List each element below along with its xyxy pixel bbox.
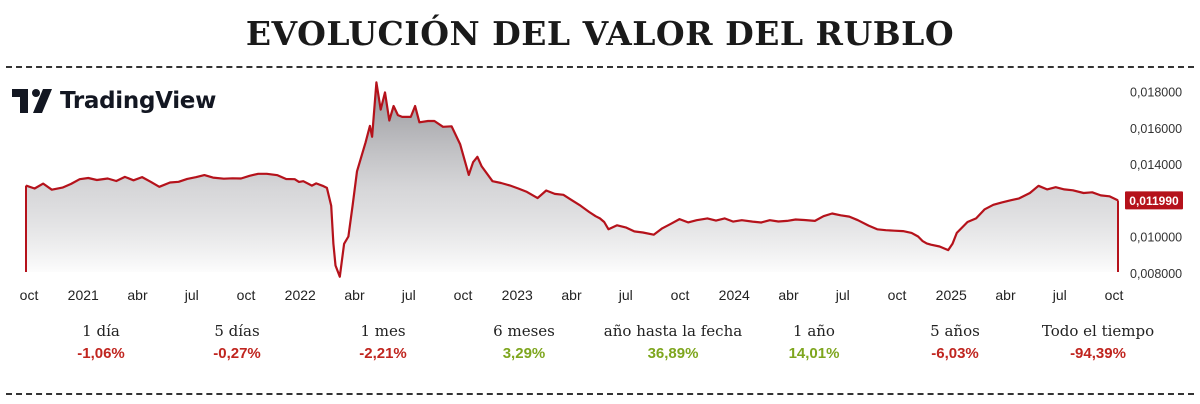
stat-item: 1 mes -2,21%	[313, 322, 453, 362]
tradingview-logo-icon	[12, 89, 52, 113]
x-tick-label: oct	[237, 287, 256, 303]
stat-label: 5 días	[214, 322, 260, 340]
x-tick-label: 2024	[719, 287, 750, 303]
stat-value: 36,89%	[647, 345, 699, 362]
x-tick-label: jul	[1052, 287, 1067, 303]
performance-stats: 1 día -1,06% 5 días -0,27% 1 mes -2,21% 6 mese…	[0, 322, 1200, 372]
stat-item: año hasta la fecha 36,89%	[603, 322, 743, 362]
stat-label: Todo el tiempo	[1041, 322, 1155, 340]
tradingview-logo-text: TradingView	[60, 88, 217, 114]
y-tick-label: 0,014000	[1130, 158, 1182, 172]
x-tick-label: oct	[671, 287, 690, 303]
stat-item: 5 días -0,27%	[167, 322, 307, 362]
stat-value: 3,29%	[502, 345, 546, 362]
chart-area: 0,0080000,0100000,0120000,0140000,016000…	[20, 81, 1183, 303]
y-tick-label: 0,008000	[1130, 267, 1182, 281]
stat-label: 6 meses	[493, 322, 555, 340]
x-tick-label: 2021	[68, 287, 99, 303]
x-tick-label: oct	[1105, 287, 1124, 303]
stat-label: 1 día	[82, 322, 120, 340]
stat-item: 1 día -1,06%	[31, 322, 171, 362]
stat-item: 5 años -6,03%	[885, 322, 1025, 362]
series-area	[26, 82, 1118, 277]
stat-value: -94,39%	[1070, 345, 1126, 362]
x-tick-label: 2025	[936, 287, 967, 303]
stat-label: 1 mes	[360, 322, 406, 340]
stat-value: 14,01%	[788, 345, 840, 362]
x-tick-label: jul	[835, 287, 850, 303]
x-tick-label: abr	[778, 287, 799, 303]
page-title: EVOLUCIÓN DEL VALOR DEL RUBLO	[245, 14, 955, 53]
x-tick-label: jul	[401, 287, 416, 303]
x-tick-label: abr	[344, 287, 365, 303]
stat-value: -0,27%	[213, 345, 261, 362]
stat-label: 5 años	[930, 322, 980, 340]
series-line	[25, 81, 1119, 278]
x-tick-label: 2023	[502, 287, 533, 303]
x-tick-label: oct	[20, 287, 39, 303]
stat-item: 1 año 14,01%	[744, 322, 884, 362]
tradingview-logo: TradingView	[12, 88, 216, 114]
y-tick-label: 0,010000	[1130, 231, 1182, 245]
current-value-badge	[1125, 191, 1183, 210]
x-tick-label: abr	[561, 287, 582, 303]
stat-value: -6,03%	[931, 345, 979, 362]
stat-item: 6 meses 3,29%	[454, 322, 594, 362]
y-tick-label: 0,016000	[1130, 122, 1182, 136]
x-tick-label: oct	[454, 287, 473, 303]
stat-item: Todo el tiempo -94,39%	[1028, 322, 1168, 362]
y-tick-label: 0,018000	[1130, 86, 1182, 100]
stat-label: año hasta la fecha	[603, 322, 743, 340]
x-tick-label: oct	[888, 287, 907, 303]
x-tick-label: jul	[184, 287, 199, 303]
x-tick-label: abr	[127, 287, 148, 303]
bottom-divider	[6, 393, 1194, 395]
stat-label: 1 año	[793, 322, 835, 340]
stat-value: -2,21%	[359, 345, 407, 362]
top-divider	[6, 66, 1194, 68]
x-tick-label: 2022	[285, 287, 316, 303]
stat-value: -1,06%	[77, 345, 125, 362]
current-value-label: 0,011990	[1129, 194, 1179, 208]
x-tick-label: abr	[995, 287, 1016, 303]
x-tick-label: jul	[618, 287, 633, 303]
